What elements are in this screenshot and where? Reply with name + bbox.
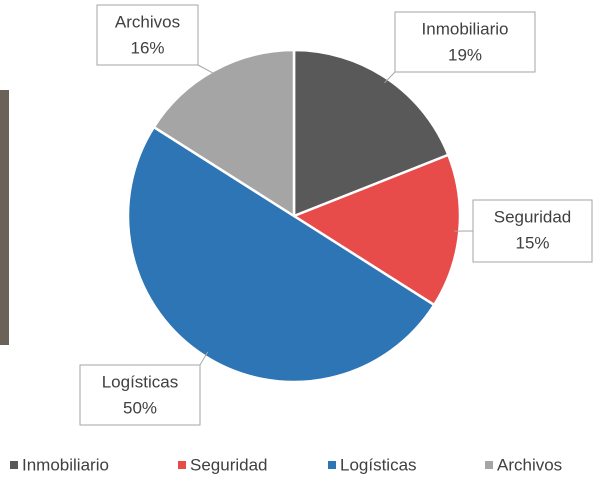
label-value: 50% <box>123 398 157 417</box>
photo-edge <box>0 90 9 345</box>
label-value: 16% <box>130 38 164 57</box>
label-name: Seguridad <box>494 207 572 226</box>
label-name: Inmobiliario <box>422 19 509 38</box>
legend-label: Logísticas <box>340 455 417 474</box>
label-value: 15% <box>515 233 549 252</box>
legend-marker <box>328 461 336 469</box>
legend-label: Archivos <box>497 455 562 474</box>
legend-marker <box>178 461 186 469</box>
label-value: 19% <box>448 45 482 64</box>
label-name: Logísticas <box>102 372 179 391</box>
legend-marker <box>485 461 493 469</box>
legend-label: Inmobiliario <box>22 455 109 474</box>
label-name: Archivos <box>115 12 180 31</box>
legend-label: Seguridad <box>190 455 268 474</box>
legend-marker <box>10 461 18 469</box>
